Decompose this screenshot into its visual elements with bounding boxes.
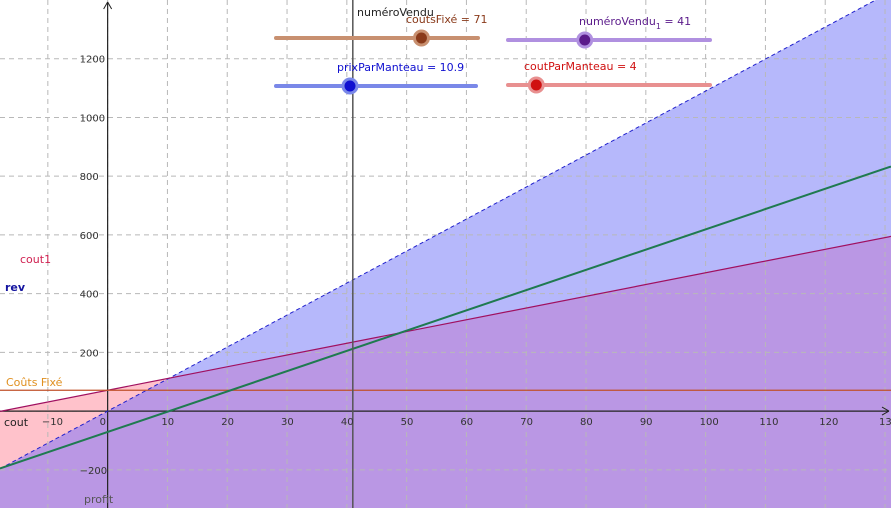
profit-line [0, 165, 891, 470]
y-tick-label: 600 [80, 231, 99, 242]
y-axis-arrow [103, 1, 113, 10]
x-tick-label: 60 [460, 417, 473, 428]
x-tick-label: 130 [879, 417, 891, 428]
y-tick-label: −200 [80, 466, 107, 477]
y-tick-label: 800 [80, 172, 99, 183]
x-tick-label: 70 [520, 417, 533, 428]
slider-numero-vendu[interactable]: numéroVendu1 = 41 [506, 15, 712, 49]
revenue-line [0, 0, 877, 470]
slider-prix-par-manteau[interactable]: prixParManteau = 10.9 [274, 61, 478, 95]
slider-couts-fixe-label: coutsFixé = 71 [406, 13, 488, 26]
slider-couts-fixe-knob[interactable] [412, 29, 430, 47]
y-tick-label: 1200 [80, 55, 105, 66]
x-tick-label: 80 [580, 417, 593, 428]
y-tick-label: 400 [80, 290, 99, 301]
x-tick-label: 110 [759, 417, 778, 428]
label-cout1: cout1 [20, 253, 51, 266]
x-tick-label: 100 [700, 417, 719, 428]
tick-labels: −10 0 10 20 30 40 50 60 70 80 90 100 110 120 130 −200 20… [42, 55, 891, 477]
label-couts-fixe: Coûts Fixé [6, 376, 63, 389]
x-tick-label: 20 [221, 417, 234, 428]
x-tick-label: 90 [640, 417, 653, 428]
x-tick-label: 30 [281, 417, 294, 428]
x-tick-label: 40 [341, 417, 354, 428]
x-tick-label: 120 [819, 417, 838, 428]
slider-prix-par-manteau-label: prixParManteau = 10.9 [337, 61, 464, 74]
cost-region [0, 236, 891, 508]
x-tick-label: −10 [42, 417, 63, 428]
label-profit: profit [84, 493, 114, 506]
y-tick-label: 1000 [80, 113, 105, 124]
x-tick-label: 0 [100, 417, 106, 428]
label-cout: cout [4, 416, 29, 429]
y-tick-label: 200 [80, 348, 99, 359]
slider-couts-fixe[interactable]: coutsFixé = 71 [274, 13, 488, 47]
label-numero-vendu-line: numéroVendu [357, 6, 434, 19]
cost-line [0, 235, 891, 412]
x-axis-arrow [881, 406, 890, 416]
slider-prix-par-manteau-knob[interactable] [341, 77, 359, 95]
slider-cout-par-manteau-label: coutParManteau = 4 [524, 60, 637, 73]
label-rev: rev [5, 281, 26, 294]
x-tick-label: 50 [401, 417, 414, 428]
x-tick-label: 10 [161, 417, 174, 428]
slider-cout-par-manteau[interactable]: coutParManteau = 4 [506, 60, 712, 94]
slider-numero-vendu-label: numéroVendu1 = 41 [579, 15, 691, 31]
slider-numero-vendu-knob[interactable] [576, 31, 594, 49]
slider-cout-par-manteau-knob[interactable] [527, 76, 545, 94]
